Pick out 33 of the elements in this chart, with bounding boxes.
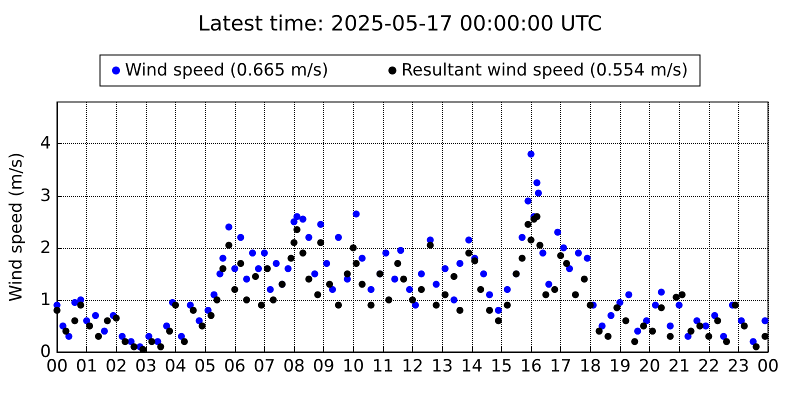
x-tick-label: 07 bbox=[254, 356, 276, 376]
x-tick-label: 13 bbox=[431, 356, 453, 376]
legend-label: Wind speed (0.665 m/s) bbox=[125, 60, 328, 80]
x-tick-label: 06 bbox=[224, 356, 246, 376]
y-tick-label: 2 bbox=[40, 238, 51, 258]
x-tick-label: 03 bbox=[135, 356, 157, 376]
x-tick-label: 22 bbox=[698, 356, 720, 376]
x-tick-label: 11 bbox=[372, 356, 394, 376]
x-tick-label: 19 bbox=[609, 356, 631, 376]
y-tick-label: 3 bbox=[40, 186, 51, 206]
y-axis-title: Wind speed (m/s) bbox=[6, 152, 26, 302]
x-tick-label: 10 bbox=[342, 356, 364, 376]
x-tick-label: 05 bbox=[194, 356, 216, 376]
y-tick-label: 4 bbox=[40, 134, 51, 154]
x-tick-label: 21 bbox=[668, 356, 690, 376]
legend-label: Resultant wind speed (0.554 m/s) bbox=[401, 60, 688, 80]
x-tick-label: 23 bbox=[728, 356, 750, 376]
y-tick-label: 1 bbox=[40, 290, 51, 310]
x-tick-label: 12 bbox=[402, 356, 424, 376]
x-tick-label: 04 bbox=[164, 356, 186, 376]
x-tick-label: 15 bbox=[490, 356, 512, 376]
x-tick-label: 18 bbox=[579, 356, 602, 376]
x-tick-label: 20 bbox=[638, 356, 660, 376]
x-tick-label: 01 bbox=[76, 356, 98, 376]
x-tick-label: 08 bbox=[283, 356, 305, 376]
chart-title: Latest time: 2025-05-17 00:00:00 UTC bbox=[198, 12, 602, 36]
x-tick-label: 00 bbox=[46, 356, 68, 376]
x-tick-label: 14 bbox=[460, 356, 483, 376]
x-tick-label: 02 bbox=[105, 356, 128, 376]
x-tick-label: 00 bbox=[757, 356, 779, 376]
x-tick-label: 17 bbox=[550, 356, 572, 376]
x-tick-label: 16 bbox=[520, 356, 542, 376]
x-tick-label: 09 bbox=[312, 356, 334, 376]
